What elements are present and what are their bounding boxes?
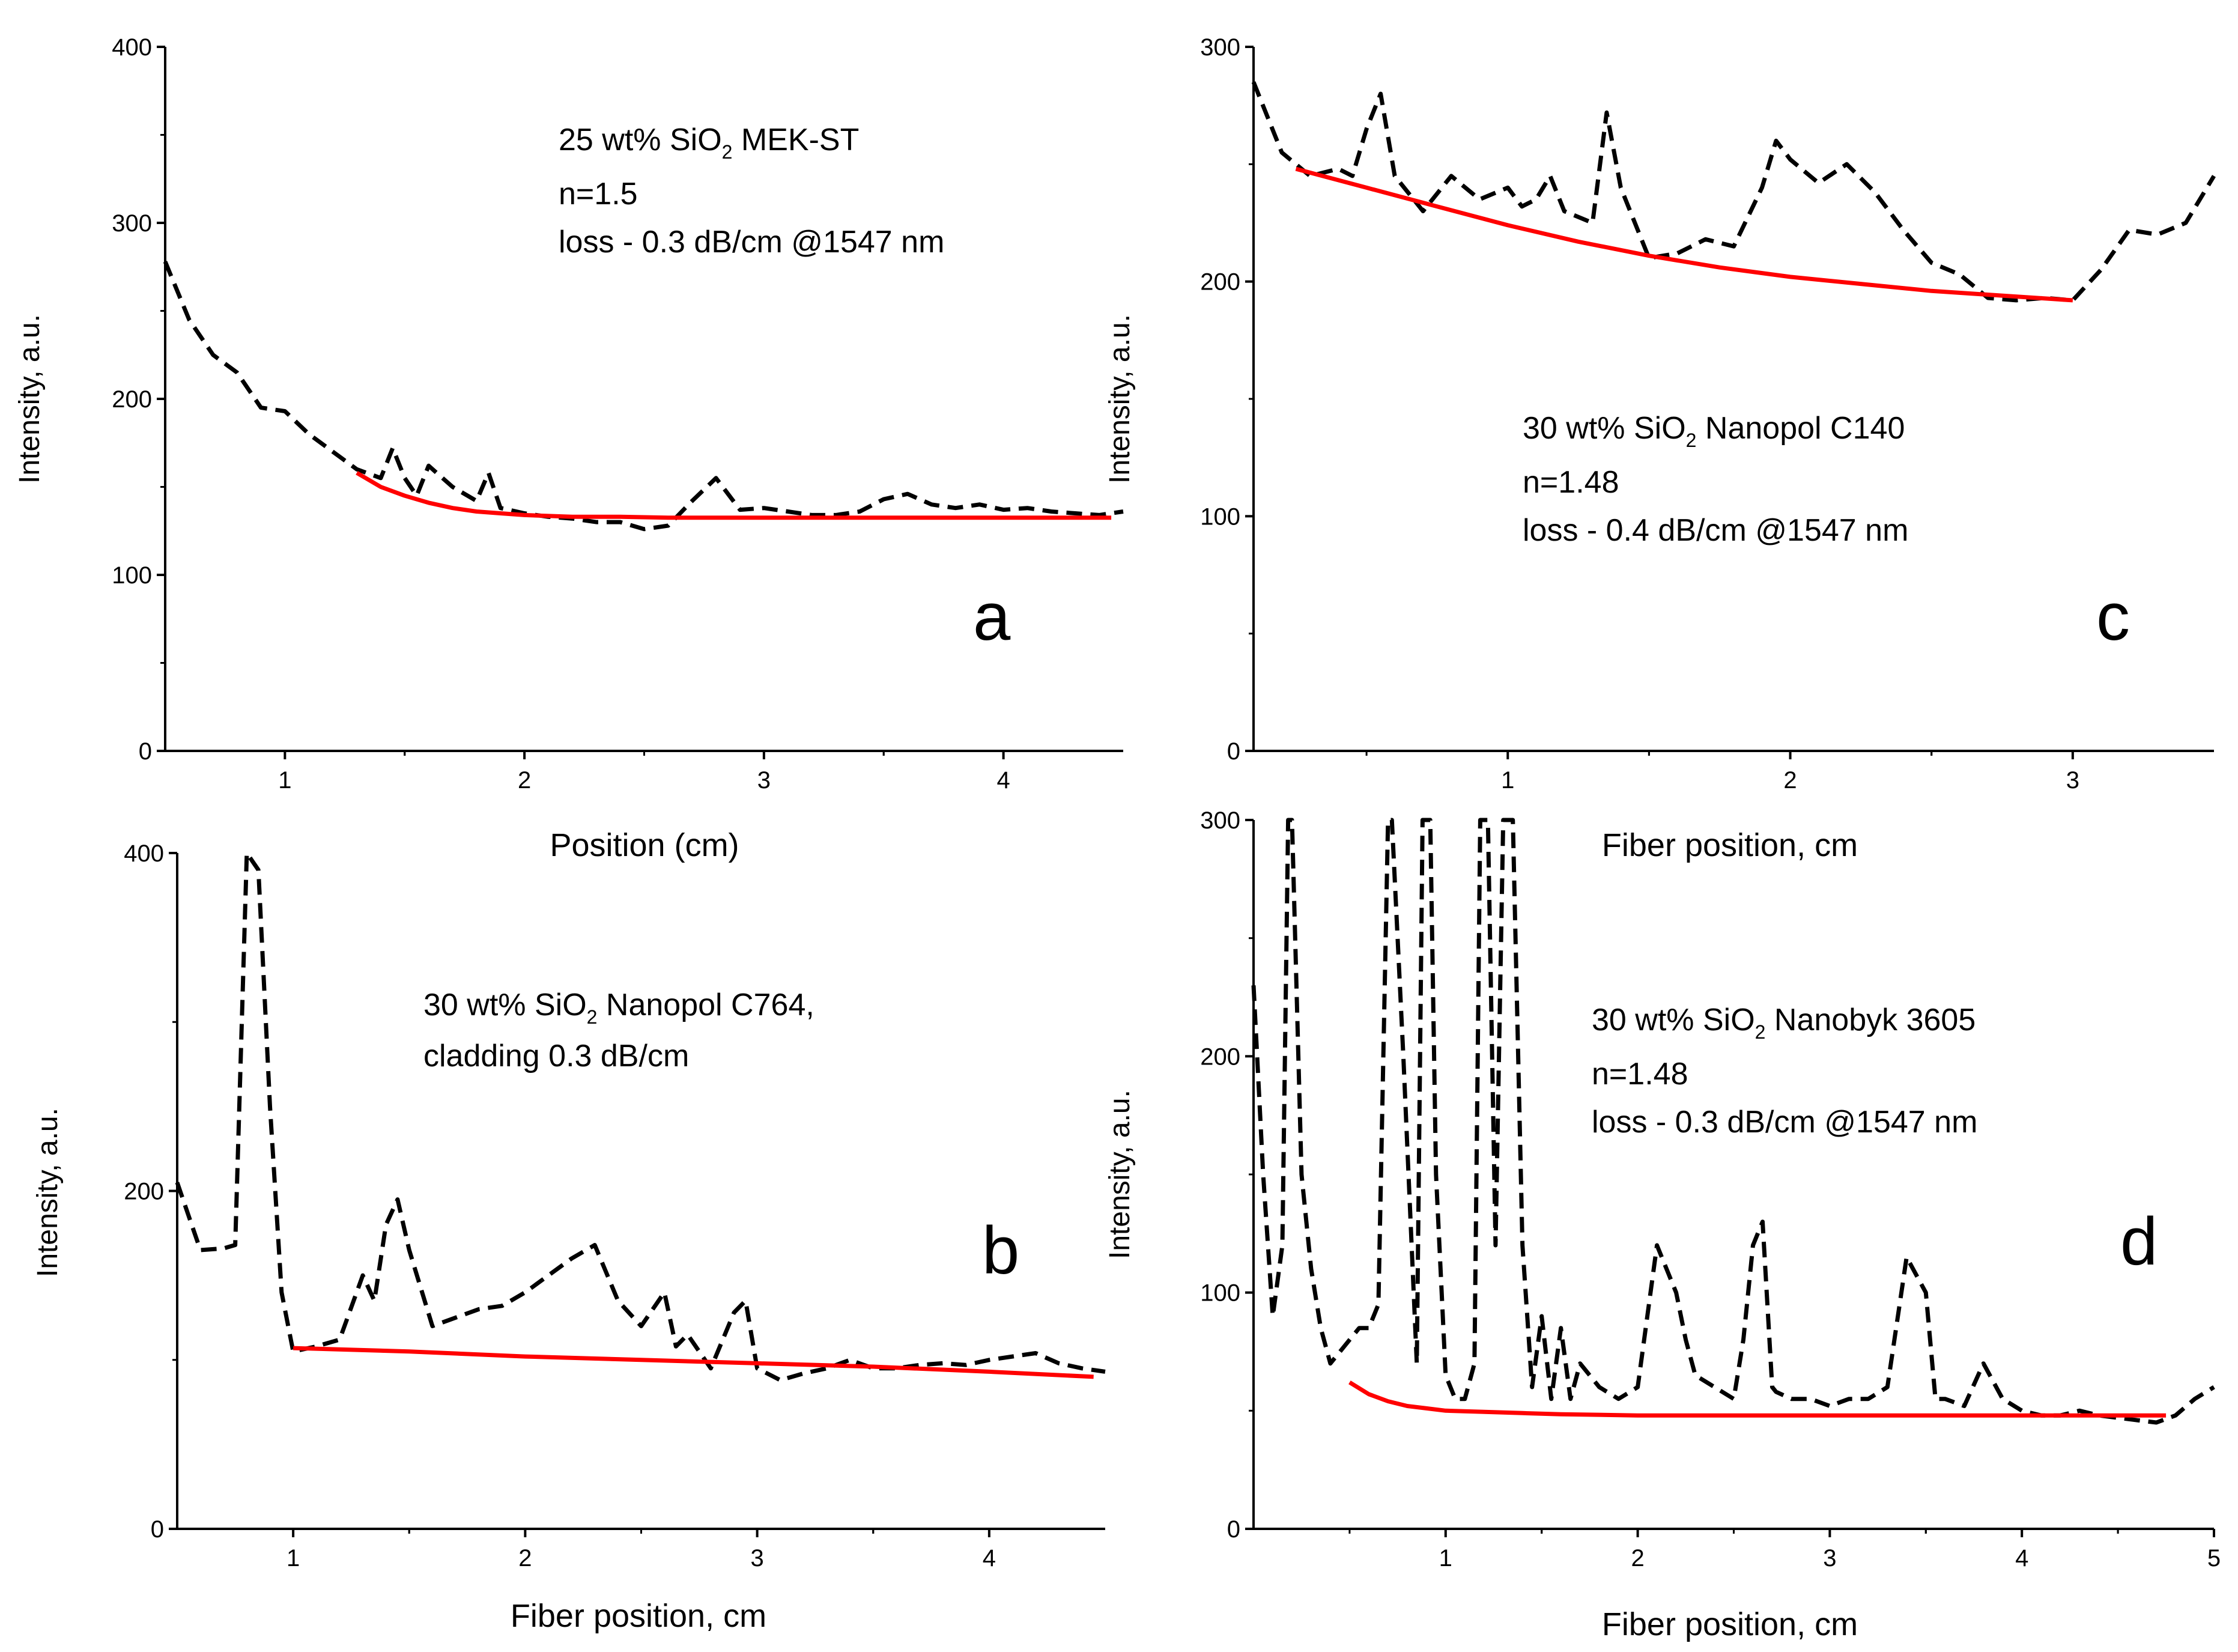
panel-a-x-tick-label: 1 [278, 767, 291, 794]
panel-d: 0 100 200 300 1 2 3 4 5 30 wt% SiO2 Nanobyk 3605… [1104, 807, 2221, 1642]
panel-a-y-tick-label: 400 [112, 34, 152, 61]
panel-d-y-tick-label: 0 [1227, 1516, 1240, 1543]
panel-b-x-tick-label: 3 [751, 1545, 764, 1572]
panel-d-annotation-line3: loss - 0.3 dB/cm @1547 nm [1592, 1105, 1977, 1140]
panel-b-measured-line [175, 851, 1106, 1382]
panel-c-y-tick-label: 200 [1200, 269, 1240, 296]
panel-c-ticks: 0 100 200 300 1 2 3 [1200, 34, 2079, 794]
panel-c-x-label: Fiber position, cm [1602, 827, 1858, 863]
panel-b-x-label: Fiber position, cm [511, 1598, 766, 1634]
panel-d-ticks: 0 100 200 300 1 2 3 4 5 [1200, 807, 2221, 1572]
panel-d-x-tick-label: 3 [1823, 1545, 1836, 1572]
panel-a: 0 100 200 300 400 1 2 3 4 25 wt% SiO2 MEK-ST n=1… [14, 34, 1124, 863]
panel-d-x-tick-label: 1 [1439, 1545, 1452, 1572]
panel-a-annotation-line1: 25 wt% SiO2 MEK-ST [559, 123, 859, 163]
panel-c: 0 100 200 300 1 2 3 30 wt% SiO2 Nanopol C140 n… [1104, 34, 2216, 863]
panel-d-measured-line [1251, 818, 2215, 1425]
panel-a-y-tick-label: 0 [139, 738, 152, 765]
panel-d-annotation-line1: 30 wt% SiO2 Nanobyk 3605 [1592, 1003, 1976, 1043]
panel-d-y-tick-label: 300 [1200, 807, 1240, 834]
panel-a-annotation-line2: n=1.5 [559, 177, 638, 211]
panel-d-y-label: Intensity, a.u. [1104, 1090, 1136, 1259]
panel-d-y-tick-label: 200 [1200, 1043, 1240, 1070]
panel-c-x-tick-label: 2 [1783, 767, 1797, 794]
panel-c-x-tick-label: 1 [1501, 767, 1514, 794]
panel-b-x-tick-label: 1 [287, 1545, 300, 1572]
panel-a-y-tick-label: 300 [112, 210, 152, 237]
panel-c-fit-line [1295, 166, 2073, 303]
panel-a-y-label: Intensity, a.u. [14, 314, 46, 484]
panel-c-annotation-line2: n=1.48 [1523, 465, 1619, 500]
panel-a-x-tick-label: 4 [997, 767, 1010, 794]
panel-b-y-label: Intensity, a.u. [32, 1108, 64, 1277]
panel-c-label: c [2096, 579, 2130, 654]
panel-b-fit-line [293, 1346, 1094, 1379]
panel-a-x-tick-label: 2 [518, 767, 531, 794]
panel-c-y-tick-label: 0 [1227, 738, 1240, 765]
panel-d-y-tick-label: 100 [1200, 1280, 1240, 1307]
panel-a-x-label: Position (cm) [550, 827, 739, 863]
panel-d-label: d [2120, 1204, 2158, 1279]
panel-a-y-tick-label: 100 [112, 562, 152, 589]
panel-d-annotation-line2: n=1.48 [1592, 1057, 1688, 1092]
panel-a-x-tick-label: 3 [757, 767, 771, 794]
panel-b-y-tick-label: 400 [124, 840, 164, 867]
panel-d-x-tick-label: 2 [1631, 1545, 1644, 1572]
panel-b: 0 200 400 1 2 3 4 30 wt% SiO2 Nanopol C764, cl… [32, 840, 1106, 1634]
panel-d-x-tick-label: 4 [2015, 1545, 2028, 1572]
panel-d-x-tick-label: 5 [2207, 1545, 2221, 1572]
panel-b-annotation-line1: 30 wt% SiO2 Nanopol C764, [423, 988, 814, 1028]
panel-d-fit-line [1348, 1380, 2167, 1418]
panel-a-label: a [973, 579, 1011, 654]
panel-b-ticks: 0 200 400 1 2 3 4 [124, 840, 996, 1572]
panel-a-fit-line [356, 471, 1112, 520]
panel-b-y-tick-label: 200 [124, 1179, 164, 1205]
panel-c-x-tick-label: 3 [2066, 767, 2079, 794]
panel-c-y-tick-label: 300 [1200, 34, 1240, 61]
panel-a-measured-line [163, 261, 1124, 532]
panel-b-x-tick-label: 2 [518, 1545, 532, 1572]
panel-c-measured-line [1251, 81, 2216, 303]
panel-d-x-label: Fiber position, cm [1602, 1606, 1858, 1642]
panel-a-ticks: 0 100 200 300 400 1 2 3 4 [112, 34, 1010, 794]
panel-c-annotation-line3: loss - 0.4 dB/cm @1547 nm [1523, 513, 1908, 548]
panel-a-annotation-line3: loss - 0.3 dB/cm @1547 nm [559, 225, 944, 260]
panel-c-y-label: Intensity, a.u. [1104, 314, 1136, 484]
panel-b-annotation-line2: cladding 0.3 dB/cm [423, 1039, 689, 1073]
panel-c-annotation-line1: 30 wt% SiO2 Nanopol C140 [1523, 411, 1905, 451]
panel-a-y-tick-label: 200 [112, 386, 152, 413]
panel-c-y-tick-label: 100 [1200, 503, 1240, 530]
panel-b-y-tick-label: 0 [151, 1516, 164, 1543]
panel-b-x-tick-label: 4 [983, 1545, 996, 1572]
panel-b-label: b [982, 1213, 1019, 1288]
